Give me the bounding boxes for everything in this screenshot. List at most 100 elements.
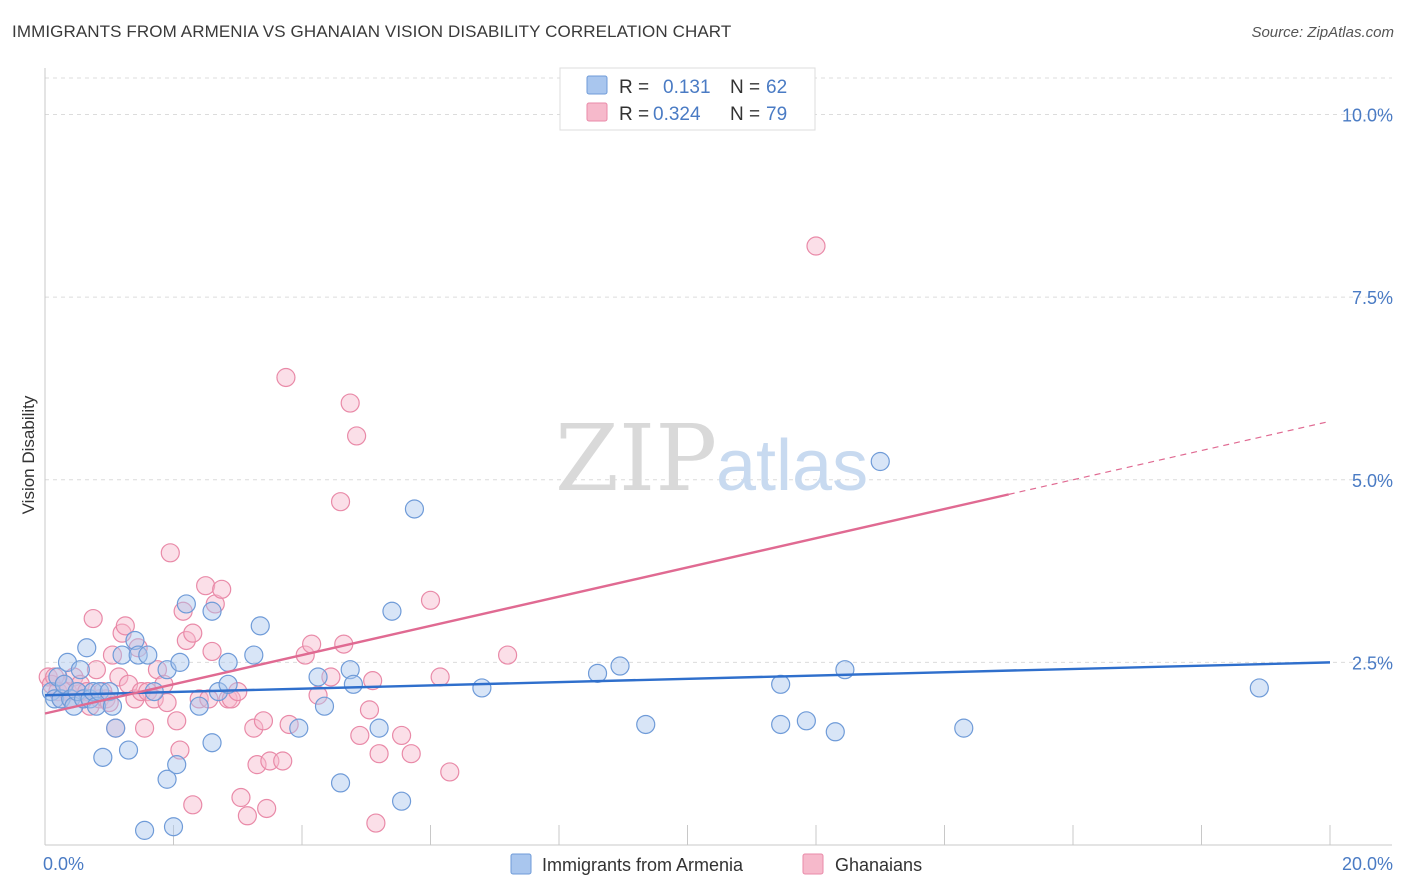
ghanaians-point xyxy=(212,579,232,599)
bottom-legend-swatch-pink xyxy=(802,853,824,875)
legend-n-value: 62 xyxy=(766,77,787,98)
armenia-point xyxy=(106,718,126,738)
armenia-point xyxy=(771,674,791,694)
ghanaians-point xyxy=(401,744,421,764)
legend-r-value: 0.131 xyxy=(663,77,711,98)
ghanaians-point xyxy=(363,671,383,691)
legend-swatch-pink xyxy=(586,102,608,122)
ghanaians-point xyxy=(244,718,264,738)
chart-title: IMMIGRANTS FROM ARMENIA VS GHANAIAN VISI… xyxy=(12,22,732,41)
ghanaians-point xyxy=(359,700,380,720)
ghanaians-point xyxy=(440,762,460,782)
armenia-point xyxy=(176,594,196,614)
ghanaians-point xyxy=(115,616,135,636)
bottom-legend-swatch-blue xyxy=(510,853,532,875)
ghanaians-point xyxy=(176,630,196,651)
x-tick-label: 0.0% xyxy=(43,854,84,874)
legend-n-label: N = xyxy=(730,104,760,125)
armenia-point xyxy=(202,733,222,753)
armenia-point xyxy=(343,674,363,694)
armenia-trend-line xyxy=(44,661,1331,697)
armenia-point xyxy=(157,769,177,789)
ghanaians-point xyxy=(86,660,107,680)
armenia-point xyxy=(93,747,113,767)
armenia-point xyxy=(289,718,309,738)
armenia-point xyxy=(70,660,90,680)
ghanaians-point xyxy=(196,576,216,596)
armenia-point xyxy=(636,714,656,735)
legend-r-label: R = xyxy=(619,77,649,98)
armenia-point xyxy=(954,718,974,738)
armenia-point xyxy=(330,773,351,793)
armenia-point xyxy=(138,645,158,665)
armenia-point xyxy=(404,499,425,519)
legend-n-label: N = xyxy=(730,77,760,98)
ghanaians-point xyxy=(134,718,155,738)
ghanaians-point xyxy=(157,692,177,713)
ghanaians-point xyxy=(202,641,222,662)
ghanaians-point xyxy=(330,492,351,512)
ghanaians-point xyxy=(276,367,296,388)
ghanaians-point xyxy=(167,711,187,731)
armenia-point xyxy=(796,711,816,731)
armenia-point xyxy=(218,652,238,672)
ghanaians-point xyxy=(102,645,123,665)
ghanaians-point xyxy=(83,608,103,629)
armenia-point xyxy=(391,791,412,811)
armenia-point xyxy=(170,652,190,672)
y-tick-label: 5.0% xyxy=(1352,471,1393,491)
ghanaians-point xyxy=(189,689,209,709)
armenia-point xyxy=(340,660,360,680)
legend-swatch-blue xyxy=(586,75,608,95)
ghanaians-point xyxy=(183,623,203,643)
legend: R = 0.131 N = 62 R = 0.324 N = 79 xyxy=(559,67,816,131)
armenia-point xyxy=(369,718,389,738)
bottom-legend-label-pink: Ghanaians xyxy=(835,855,922,875)
armenia-point xyxy=(610,656,630,676)
ghanaians-point xyxy=(279,714,299,735)
armenia-point xyxy=(134,820,155,840)
ghanaians-point xyxy=(350,725,370,746)
watermark-zip: ZIP xyxy=(555,405,717,512)
y-tick-label: 10.0% xyxy=(1342,106,1393,126)
armenia-point xyxy=(167,755,187,775)
ghanaians-point xyxy=(237,806,257,826)
ghanaians-point xyxy=(231,787,251,808)
armenia-point xyxy=(83,681,103,702)
ghanaians-points xyxy=(38,236,826,833)
ghanaians-point xyxy=(183,795,203,815)
ghanaians-point xyxy=(430,667,450,687)
armenia-point xyxy=(771,714,791,735)
y-tick-label: 7.5% xyxy=(1352,288,1393,308)
ghanaians-point xyxy=(247,755,267,775)
y-tick-label: 2.5% xyxy=(1352,653,1393,673)
armenia-point xyxy=(870,451,890,472)
ghanaians-point xyxy=(160,543,180,563)
ghanaians-point xyxy=(806,236,826,256)
ghanaians-point xyxy=(273,751,293,771)
y-axis-label: Vision Disability xyxy=(19,395,38,514)
ghanaians-point xyxy=(109,667,129,687)
armenia-point xyxy=(202,601,222,621)
ghanaians-point xyxy=(257,798,277,819)
ghanaians-trend-extension xyxy=(1008,420,1331,495)
ghanaians-point xyxy=(366,813,386,833)
legend-r-value: 0.324 xyxy=(653,104,701,125)
bottom-legend-label-blue: Immigrants from Armenia xyxy=(542,855,744,875)
armenia-point xyxy=(1249,678,1269,698)
watermark: ZIP atlas xyxy=(555,405,868,512)
ghanaians-point xyxy=(253,711,274,731)
armenia-point xyxy=(48,667,68,687)
source-label: Source: ZipAtlas.com xyxy=(1251,24,1394,41)
ghanaians-trend-line xyxy=(44,493,1010,715)
armenia-point xyxy=(99,681,119,702)
ghanaians-point xyxy=(391,725,412,746)
ghanaians-point xyxy=(420,590,441,610)
armenia-point xyxy=(382,601,402,621)
armenia-point xyxy=(250,616,270,636)
armenia-point xyxy=(825,722,845,742)
ghanaians-point xyxy=(498,645,518,665)
ghanaians-point xyxy=(347,426,367,446)
trend-lines xyxy=(44,420,1331,715)
